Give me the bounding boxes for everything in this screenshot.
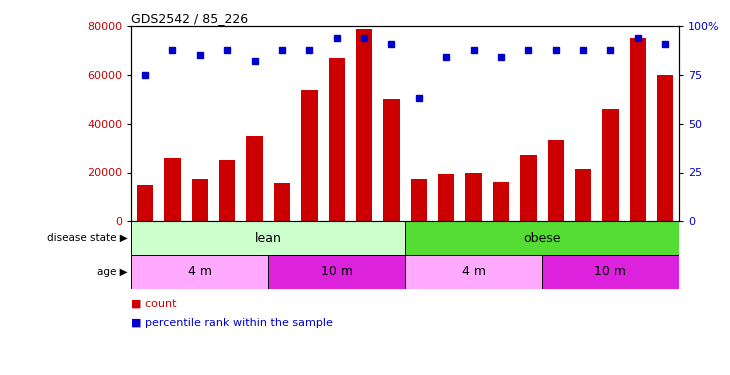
Bar	[657, 75, 674, 221]
Bar	[548, 140, 564, 221]
Bar	[405, 221, 679, 255]
Bar	[131, 221, 405, 255]
Bar	[575, 169, 591, 221]
Bar	[137, 185, 153, 221]
Bar	[274, 183, 291, 221]
Bar	[356, 28, 372, 221]
Text: 10 m: 10 m	[594, 266, 626, 278]
Bar	[438, 174, 455, 221]
Bar	[493, 182, 510, 221]
Bar	[383, 99, 400, 221]
Bar	[191, 178, 208, 221]
Bar	[520, 155, 537, 221]
Bar	[131, 255, 269, 289]
Text: lean: lean	[255, 232, 282, 244]
Text: ■ percentile rank within the sample: ■ percentile rank within the sample	[131, 318, 334, 327]
Text: 4 m: 4 m	[188, 266, 212, 278]
Bar	[164, 158, 181, 221]
Text: 4 m: 4 m	[461, 266, 485, 278]
Bar	[602, 109, 619, 221]
Bar	[410, 178, 427, 221]
Text: disease state ▶: disease state ▶	[47, 233, 128, 243]
Bar	[269, 255, 405, 289]
Text: age ▶: age ▶	[97, 267, 128, 277]
Text: ■ count: ■ count	[131, 299, 177, 309]
Bar	[247, 136, 263, 221]
Bar	[405, 255, 542, 289]
Bar	[466, 172, 482, 221]
Bar	[131, 26, 679, 221]
Bar	[630, 38, 646, 221]
Bar	[328, 58, 345, 221]
Bar	[542, 255, 679, 289]
Text: 10 m: 10 m	[320, 266, 353, 278]
Bar	[219, 160, 236, 221]
Bar	[301, 90, 318, 221]
Text: GDS2542 / 85_226: GDS2542 / 85_226	[131, 12, 248, 25]
Text: obese: obese	[523, 232, 561, 244]
